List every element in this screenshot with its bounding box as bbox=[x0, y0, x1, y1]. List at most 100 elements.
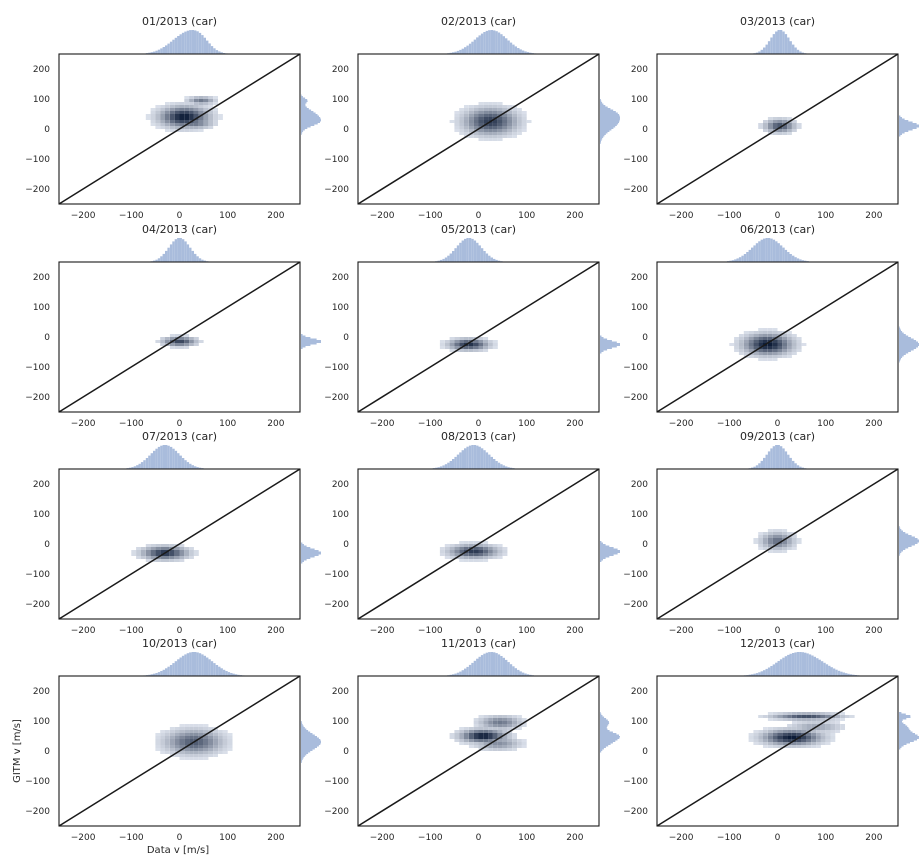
axes-frame bbox=[656, 675, 899, 827]
density-cell bbox=[488, 724, 493, 727]
marginal-y-bar bbox=[899, 727, 909, 729]
density-cell bbox=[734, 340, 739, 343]
density-cell bbox=[184, 724, 190, 727]
density-cell bbox=[189, 343, 194, 346]
density-cell bbox=[748, 346, 754, 349]
marginal-y-bar bbox=[301, 746, 317, 748]
density-cell bbox=[179, 547, 185, 550]
density-cell bbox=[825, 733, 831, 736]
x-tick-label: −100 bbox=[717, 626, 742, 636]
density-cell bbox=[449, 547, 455, 550]
density-cell bbox=[493, 123, 498, 126]
density-cell bbox=[792, 544, 797, 547]
y-tick-label: 100 bbox=[332, 303, 349, 313]
marginal-x-bar bbox=[232, 673, 235, 676]
marginal-x-bar bbox=[191, 465, 194, 469]
density-cell bbox=[464, 123, 469, 126]
y-tick-label: −200 bbox=[25, 393, 50, 403]
density-cell bbox=[787, 736, 792, 739]
density-cell bbox=[782, 718, 788, 721]
marginal-y-bar bbox=[600, 343, 620, 345]
marginal-x-bar bbox=[153, 51, 156, 54]
marginal-x-bar bbox=[480, 448, 484, 469]
x-tick-label: 100 bbox=[518, 626, 535, 636]
density-cell bbox=[208, 751, 214, 754]
density-cell bbox=[473, 745, 479, 748]
density-cell bbox=[203, 96, 209, 99]
density-cell bbox=[194, 754, 199, 757]
marginal-y-bar bbox=[301, 721, 302, 723]
density-cell bbox=[483, 111, 489, 114]
density-cell bbox=[502, 126, 508, 129]
marginal-x-bar bbox=[767, 41, 771, 54]
marginal-y-bar bbox=[600, 100, 602, 102]
x-tick-label: −200 bbox=[370, 833, 395, 843]
subplot-title: 10/2013 (car) bbox=[142, 637, 217, 650]
density-cell bbox=[488, 123, 493, 126]
subplot-title: 07/2013 (car) bbox=[142, 430, 217, 443]
marginal-x-bar bbox=[765, 238, 768, 262]
marginal-y-bar bbox=[301, 728, 307, 730]
density-cell bbox=[478, 739, 484, 742]
density-cell bbox=[198, 757, 204, 760]
marginal-y-bar bbox=[899, 734, 918, 736]
y-tick-label: −200 bbox=[25, 600, 50, 610]
marginal-y-bar bbox=[600, 713, 602, 715]
density-cell bbox=[777, 117, 783, 120]
density-cell bbox=[811, 724, 816, 727]
density-cell bbox=[208, 120, 214, 123]
density-cell bbox=[772, 352, 778, 355]
density-cell bbox=[488, 550, 493, 553]
density-cell bbox=[521, 117, 527, 120]
density-cell bbox=[169, 739, 175, 742]
density-cell bbox=[758, 538, 763, 541]
density-cell bbox=[497, 129, 503, 132]
density-cell bbox=[763, 352, 768, 355]
density-cell bbox=[459, 727, 464, 730]
density-cell bbox=[179, 736, 185, 739]
density-cell bbox=[502, 135, 508, 138]
density-cell bbox=[160, 337, 165, 340]
marginal-x-bar bbox=[775, 31, 778, 54]
density-cell bbox=[772, 123, 778, 126]
density-cell bbox=[767, 712, 773, 715]
marginal-x-bar bbox=[480, 655, 484, 676]
density-cell bbox=[777, 532, 783, 535]
density-cell bbox=[184, 99, 190, 102]
marginal-x-bar bbox=[234, 674, 238, 676]
marginal-x-bar bbox=[488, 454, 491, 469]
density-cell bbox=[816, 742, 821, 745]
density-cell bbox=[449, 346, 455, 349]
marginal-x-bar bbox=[493, 258, 496, 262]
marginal-y-bar bbox=[600, 560, 602, 562]
subplot: 04/2013 (car)−200 −100 0 100 200−200−1000100… bbox=[25, 223, 321, 429]
density-cell bbox=[512, 114, 517, 117]
density-cell bbox=[155, 123, 161, 126]
density-cell bbox=[213, 742, 218, 745]
density-cell bbox=[488, 108, 493, 111]
density-cell bbox=[194, 120, 199, 123]
density-cell bbox=[502, 736, 508, 739]
density-cell bbox=[184, 751, 190, 754]
marginal-y-bar bbox=[301, 547, 311, 549]
marginal-y-bar bbox=[301, 117, 321, 119]
y-tick-label: −200 bbox=[324, 600, 349, 610]
density-cell bbox=[169, 733, 175, 736]
density-cell bbox=[488, 721, 493, 724]
density-cell bbox=[203, 123, 209, 126]
density-cell bbox=[512, 721, 517, 724]
density-cell bbox=[459, 123, 464, 126]
density-cell bbox=[473, 114, 479, 117]
density-cell bbox=[787, 532, 792, 535]
marginal-x-bar bbox=[461, 450, 464, 469]
density-cell bbox=[189, 126, 194, 129]
marginal-x-bar bbox=[767, 667, 771, 676]
density-cell bbox=[767, 334, 773, 337]
marginal-y-bar bbox=[899, 739, 917, 741]
density-cell bbox=[801, 745, 807, 748]
marginal-x-bar bbox=[825, 664, 829, 676]
subplot: 07/2013 (car)−200 −100 0 100 200−200−1000100… bbox=[25, 430, 321, 636]
marginal-y-bar bbox=[899, 722, 904, 724]
marginal-x-bar bbox=[777, 243, 780, 262]
density-cell bbox=[179, 751, 185, 754]
